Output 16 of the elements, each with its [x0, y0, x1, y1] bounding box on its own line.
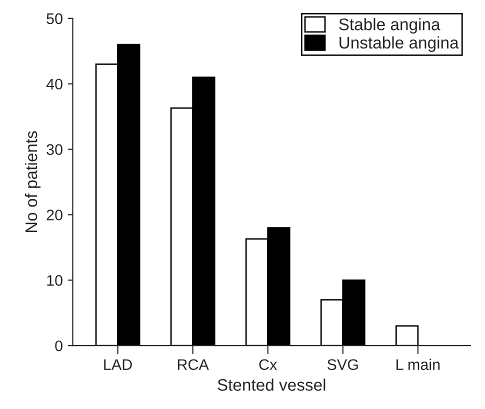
x-tick-label: LAD — [104, 359, 132, 370]
legend-label: Unstable angina — [340, 36, 459, 52]
x-tick-label: Cx — [259, 359, 278, 370]
legend-label: Stable angina — [339, 18, 440, 34]
bar — [395, 325, 419, 346]
x-tick-label: SVG — [327, 359, 358, 370]
x-tick-label: L main — [396, 358, 440, 370]
y-tick-label: 50 — [46, 13, 62, 24]
x-tick-label: RCA — [178, 359, 209, 370]
y-tick-label: 0 — [55, 340, 62, 352]
y-tick-label: 40 — [46, 78, 62, 90]
y-axis-title: No of patients — [24, 131, 40, 232]
y-tick-label: 30 — [46, 144, 62, 155]
x-axis-title: Stented vessel — [218, 378, 326, 391]
y-tick-label: 20 — [46, 210, 62, 220]
y-tick-label: 10 — [47, 275, 62, 286]
